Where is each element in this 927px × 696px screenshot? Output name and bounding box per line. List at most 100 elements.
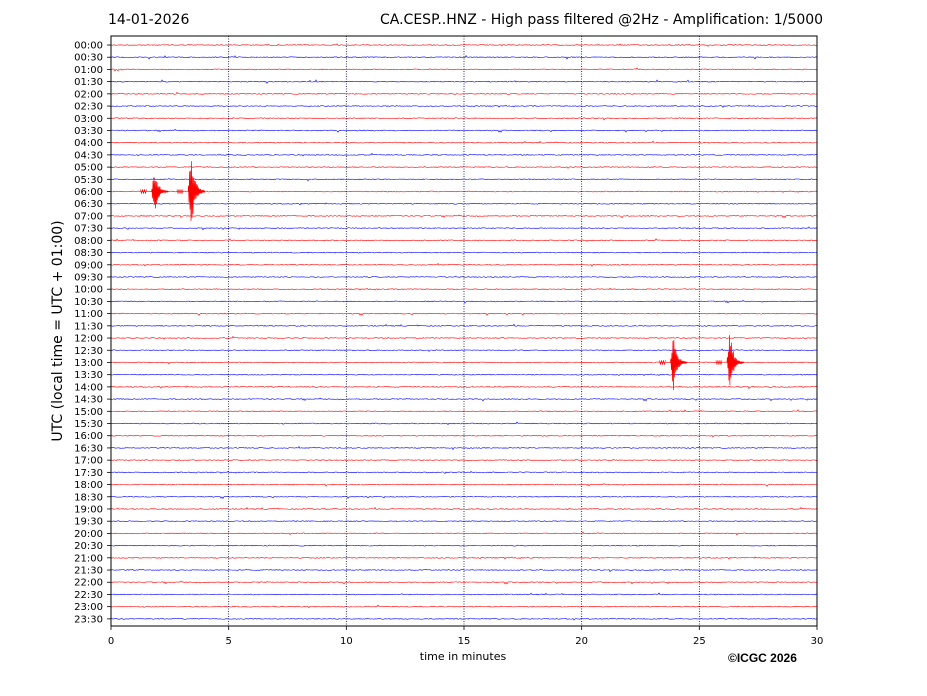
trace-line	[110, 117, 818, 121]
trace-row	[110, 348, 818, 352]
y-tick-label: 15:00	[74, 407, 103, 418]
y-tick-label: 02:00	[74, 89, 103, 100]
y-tick-label: 21:30	[74, 566, 103, 577]
trace-row	[110, 323, 818, 327]
y-tick-label: 03:30	[74, 126, 103, 137]
trace-row	[110, 544, 817, 547]
trace-row	[110, 214, 818, 219]
y-tick-label: 16:00	[74, 431, 103, 442]
event-precursor	[715, 360, 723, 365]
y-tick-label: 17:30	[74, 468, 103, 479]
trace-row	[110, 446, 818, 451]
y-tick-label: 11:00	[74, 309, 103, 320]
y-tick-label: 22:00	[74, 578, 103, 589]
y-tick-label: 00:30	[74, 53, 103, 64]
trace-row	[110, 434, 818, 438]
y-tick-label: 01:00	[74, 65, 103, 76]
y-tick-label: 06:30	[74, 199, 103, 210]
y-tick-label: 14:00	[74, 382, 103, 393]
trace-line	[110, 262, 818, 267]
event-precursor	[176, 189, 184, 194]
trace-row	[110, 361, 818, 365]
trace-row	[110, 238, 818, 242]
y-tick-label: 18:30	[74, 492, 103, 503]
y-tick-label: 08:00	[74, 236, 103, 247]
trace-row	[110, 226, 818, 231]
trace-line	[110, 348, 818, 352]
trace-row	[110, 55, 818, 60]
y-tick-label: 07:00	[74, 211, 103, 222]
x-tick-label: 20	[575, 636, 588, 647]
trace-line	[110, 128, 818, 133]
trace-line	[110, 214, 818, 219]
y-tick-label: 19:00	[74, 504, 103, 515]
x-tick-label: 0	[108, 636, 114, 647]
trace-row	[110, 335, 818, 340]
trace-row	[110, 43, 818, 47]
y-axis-label: UTC (local time = UTC + 01:00)	[50, 220, 66, 441]
y-tick-label: 01:30	[74, 77, 103, 88]
y-tick-label: 12:30	[74, 346, 103, 357]
trace-row	[110, 531, 818, 536]
event-precursor	[659, 360, 666, 365]
trace-line	[110, 140, 818, 144]
y-tick-label: 14:30	[74, 395, 103, 406]
x-tick-label: 15	[458, 636, 471, 647]
trace-row	[110, 251, 818, 254]
credit-label: ©ICGC 2026	[728, 651, 797, 665]
grid-layer	[228, 36, 700, 626]
event-precursor	[140, 189, 147, 194]
y-tick-label: 04:00	[74, 138, 103, 149]
trace-row	[110, 569, 818, 573]
x-tick-label: 30	[811, 636, 824, 647]
y-tick-label: 06:00	[74, 187, 103, 198]
trace-row	[110, 128, 818, 133]
y-tick-label: 15:30	[74, 419, 103, 430]
y-tick-label: 23:00	[74, 602, 103, 613]
y-tick-label: 12:00	[74, 334, 103, 345]
y-tick-label: 22:30	[74, 590, 103, 601]
y-tick-label: 13:00	[74, 358, 103, 369]
y-tick-label: 04:30	[74, 150, 103, 161]
trace-line	[110, 335, 818, 340]
y-tick-label: 19:30	[74, 517, 103, 528]
y-tick-label: 17:00	[74, 456, 103, 467]
trace-line	[110, 459, 818, 461]
y-tick-label: 00:00	[74, 41, 103, 52]
trace-row	[110, 459, 818, 461]
y-tick-label: 07:30	[74, 224, 103, 235]
trace-row	[110, 556, 818, 560]
trace-line	[110, 238, 818, 242]
x-axis: 0 5 10 15 20 25 30	[108, 626, 824, 647]
y-tick-label: 05:00	[74, 163, 103, 174]
y-tick-label: 03:00	[74, 114, 103, 125]
trace-line	[110, 544, 817, 547]
x-axis-label: time in minutes	[420, 650, 507, 663]
x-tick-label: 5	[225, 636, 231, 647]
trace-line	[110, 446, 818, 451]
trace-line	[110, 531, 818, 536]
trace-row	[110, 262, 818, 267]
event-waveform	[670, 340, 688, 391]
y-tick-label: 09:00	[74, 260, 103, 271]
y-tick-label: 05:30	[74, 175, 103, 186]
trace-line	[110, 226, 818, 231]
trace-line	[110, 43, 818, 47]
y-tick-label: 21:00	[74, 553, 103, 564]
y-tick-label: 09:30	[74, 272, 103, 283]
y-tick-label: 20:00	[74, 529, 103, 540]
event-waveform	[726, 335, 745, 386]
trace-row	[110, 67, 818, 72]
trace-line	[110, 361, 818, 365]
y-tick-label: 23:30	[74, 614, 103, 625]
trace-line	[110, 67, 818, 72]
trace-line	[110, 434, 818, 438]
y-tick-label: 20:30	[74, 541, 103, 552]
y-tick-label: 16:30	[74, 443, 103, 454]
x-tick-label: 25	[693, 636, 706, 647]
trace-row	[110, 140, 818, 144]
date-label: 14-01-2026	[108, 12, 190, 28]
trace-line	[110, 251, 818, 254]
